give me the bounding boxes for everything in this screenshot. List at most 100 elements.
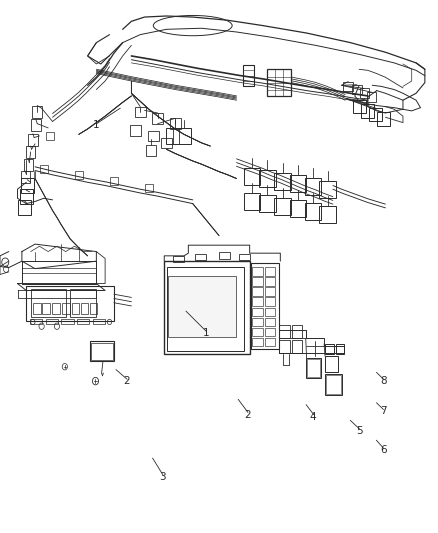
- Bar: [325, 374, 342, 395]
- Bar: [279, 340, 290, 353]
- Bar: [244, 193, 260, 210]
- Bar: [292, 340, 302, 353]
- Bar: [72, 303, 79, 314]
- Bar: [81, 303, 88, 314]
- Bar: [265, 267, 275, 276]
- Bar: [61, 319, 74, 324]
- Bar: [305, 178, 321, 195]
- Bar: [152, 113, 163, 124]
- Bar: [353, 100, 366, 113]
- Bar: [352, 85, 362, 94]
- Bar: [70, 289, 96, 317]
- Bar: [195, 254, 206, 260]
- Bar: [42, 303, 50, 314]
- Bar: [336, 344, 344, 354]
- Text: 4: 4: [310, 412, 317, 422]
- Bar: [173, 256, 184, 262]
- Text: 1: 1: [202, 328, 209, 338]
- Bar: [265, 308, 275, 316]
- Bar: [24, 159, 33, 171]
- Bar: [360, 88, 369, 98]
- Bar: [292, 325, 302, 338]
- Bar: [148, 131, 159, 141]
- Bar: [319, 206, 336, 223]
- Bar: [93, 319, 105, 324]
- Bar: [252, 277, 263, 286]
- Bar: [274, 173, 291, 190]
- Text: 6: 6: [380, 446, 387, 455]
- Bar: [161, 138, 172, 148]
- Bar: [367, 92, 376, 102]
- Bar: [307, 359, 320, 377]
- Bar: [325, 356, 338, 372]
- Bar: [31, 119, 41, 131]
- Bar: [32, 106, 42, 118]
- Bar: [40, 165, 48, 173]
- Bar: [90, 303, 97, 314]
- Bar: [28, 134, 38, 146]
- Bar: [131, 125, 141, 136]
- Bar: [265, 287, 275, 296]
- Bar: [305, 203, 321, 220]
- Bar: [243, 65, 254, 86]
- Bar: [167, 266, 244, 351]
- Bar: [274, 198, 291, 215]
- Bar: [259, 195, 276, 212]
- Bar: [361, 104, 374, 117]
- Bar: [21, 178, 34, 193]
- Bar: [369, 108, 382, 121]
- Bar: [319, 181, 336, 198]
- Bar: [252, 338, 263, 346]
- Bar: [265, 318, 275, 326]
- Bar: [18, 200, 31, 215]
- Bar: [252, 328, 263, 336]
- Bar: [259, 170, 276, 187]
- Text: 7: 7: [380, 407, 387, 416]
- Bar: [135, 107, 145, 117]
- Text: 2: 2: [244, 410, 251, 419]
- Bar: [33, 303, 41, 314]
- Bar: [30, 319, 42, 324]
- Bar: [46, 132, 54, 140]
- Bar: [90, 341, 114, 361]
- Text: 5: 5: [356, 426, 363, 435]
- Bar: [267, 69, 291, 96]
- Bar: [252, 297, 263, 306]
- Bar: [325, 344, 334, 354]
- Text: 1: 1: [93, 120, 100, 130]
- Bar: [26, 146, 35, 158]
- Bar: [168, 276, 236, 337]
- Bar: [26, 286, 114, 321]
- Bar: [252, 267, 263, 276]
- Bar: [290, 175, 306, 192]
- Bar: [110, 177, 118, 185]
- Text: 8: 8: [380, 376, 387, 386]
- Bar: [265, 297, 275, 306]
- Bar: [166, 128, 191, 144]
- Bar: [252, 308, 263, 316]
- Bar: [279, 325, 290, 338]
- Bar: [52, 303, 60, 314]
- Bar: [343, 82, 353, 91]
- Bar: [265, 328, 275, 336]
- Bar: [377, 112, 390, 125]
- Bar: [75, 171, 83, 179]
- Bar: [145, 183, 153, 191]
- Bar: [170, 118, 180, 129]
- Bar: [244, 168, 260, 185]
- Bar: [20, 189, 33, 204]
- Text: 3: 3: [159, 472, 166, 482]
- Bar: [265, 338, 275, 346]
- Bar: [239, 254, 250, 260]
- Bar: [265, 277, 275, 286]
- Bar: [77, 319, 89, 324]
- Bar: [290, 200, 306, 217]
- Bar: [164, 261, 250, 354]
- Bar: [219, 252, 230, 259]
- Bar: [46, 319, 58, 324]
- Bar: [31, 289, 66, 317]
- Bar: [326, 375, 341, 394]
- Bar: [251, 263, 279, 349]
- Bar: [62, 303, 70, 314]
- Bar: [146, 145, 156, 156]
